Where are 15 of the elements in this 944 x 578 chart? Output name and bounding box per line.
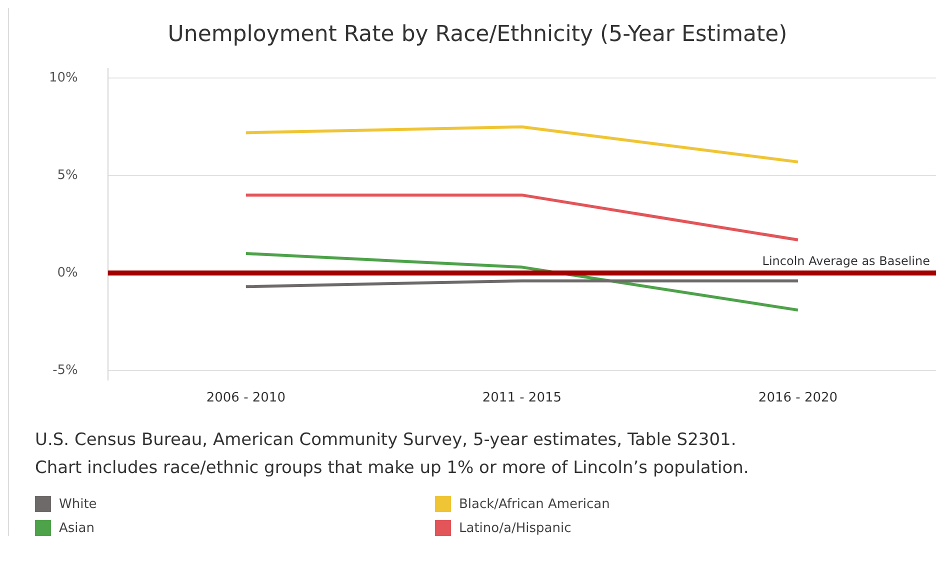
chart-title: Unemployment Rate by Race/Ethnicity (5-Year Estimate) [168, 22, 788, 47]
y-tick-label: 10% [48, 70, 78, 86]
legend-label: Latino/a/Hispanic [459, 520, 572, 536]
x-tick-label: 2006 - 2010 [206, 390, 286, 406]
ref-line-label: Lincoln Average as Baseline [762, 254, 930, 268]
legend-label: Black/African American [459, 496, 610, 512]
x-tick-label: 2016 - 2020 [758, 390, 838, 406]
y-tick-label: 5% [57, 168, 78, 183]
legend-label: Asian [59, 520, 94, 536]
text: U.S. Census Bureau, American Community Survey, 5-year estimates, Table S2301. [35, 429, 738, 452]
y-tick-label: -5% [52, 362, 78, 378]
y-tick-label: 0% [57, 265, 78, 280]
x-tick-label: 2011 - 2015 [482, 390, 562, 406]
text: Chart includes race/ethnic groups that make up 1% or more of Lincoln’s population. [35, 457, 750, 480]
legend-label: White [59, 496, 97, 512]
